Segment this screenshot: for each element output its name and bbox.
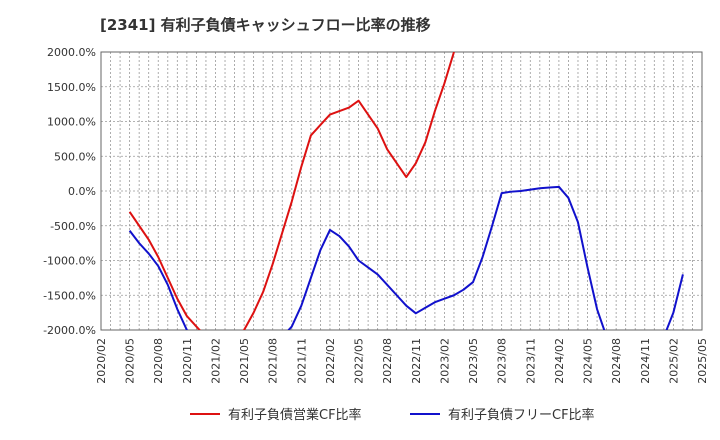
series-line-1: [128, 52, 455, 330]
x-tick-label: 2021/05: [238, 338, 251, 384]
x-tick-label: 2024/08: [610, 338, 623, 384]
x-tick-label: 2021/11: [295, 338, 308, 384]
y-tick-label: 2000.0%: [47, 46, 96, 59]
x-tick-label: 2021/02: [209, 338, 222, 384]
chart-grid: [100, 51, 703, 331]
x-tick-label: 2024/02: [553, 338, 566, 384]
x-tick-label: 2022/08: [381, 338, 394, 384]
x-tick-label: 2020/02: [95, 338, 108, 384]
y-tick-label: 1000.0%: [47, 116, 96, 129]
plot-frame: [100, 51, 703, 331]
legend-label: 有利子負債フリーCF比率: [448, 407, 595, 423]
x-tick-label: 2022/02: [324, 338, 337, 384]
x-tick-label: 2020/11: [181, 338, 194, 384]
y-tick-label: 1500.0%: [47, 81, 96, 94]
chart-series: [128, 52, 684, 330]
series-line-2: [128, 185, 684, 330]
x-tick-label: 2024/11: [639, 338, 652, 384]
x-tick-label: 2023/11: [524, 338, 537, 384]
x-tick-label: 2021/08: [267, 338, 280, 384]
chart-title: [2341] 有利子負債キャッシュフロー比率の推移: [100, 16, 431, 34]
x-tick-label: 2020/05: [124, 338, 137, 384]
y-tick-label: -1000.0%: [43, 255, 96, 268]
x-tick-label: 2020/08: [152, 338, 165, 384]
x-tick-label: 2022/05: [353, 338, 366, 384]
legend-label: 有利子負債営業CF比率: [228, 407, 362, 423]
y-tick-label: 0.0%: [68, 185, 96, 198]
x-tick-label: 2022/11: [410, 338, 423, 384]
y-tick-label: -1500.0%: [43, 289, 96, 302]
x-tick-label: 2023/02: [438, 338, 451, 384]
x-axis-ticks: 2020/02 2020/05 2020/08 2020/11 2021/02 2021/…: [95, 338, 709, 384]
x-tick-label: 2023/05: [467, 338, 480, 384]
x-tick-label: 2025/05: [696, 338, 709, 384]
x-tick-label: 2024/05: [582, 338, 595, 384]
y-tick-label: 500.0%: [54, 150, 96, 163]
x-tick-label: 2025/02: [667, 338, 680, 384]
y-tick-label: -500.0%: [50, 220, 96, 233]
y-axis-ticks: 2000.0% 1500.0% 1000.0% 500.0% 0.0% -500.0% -1…: [43, 46, 96, 337]
y-tick-label: -2000.0%: [43, 324, 96, 337]
chart-legend: 有利子負債営業CF比率 有利子負債フリーCF比率: [190, 407, 595, 423]
x-tick-label: 2023/08: [496, 338, 509, 384]
